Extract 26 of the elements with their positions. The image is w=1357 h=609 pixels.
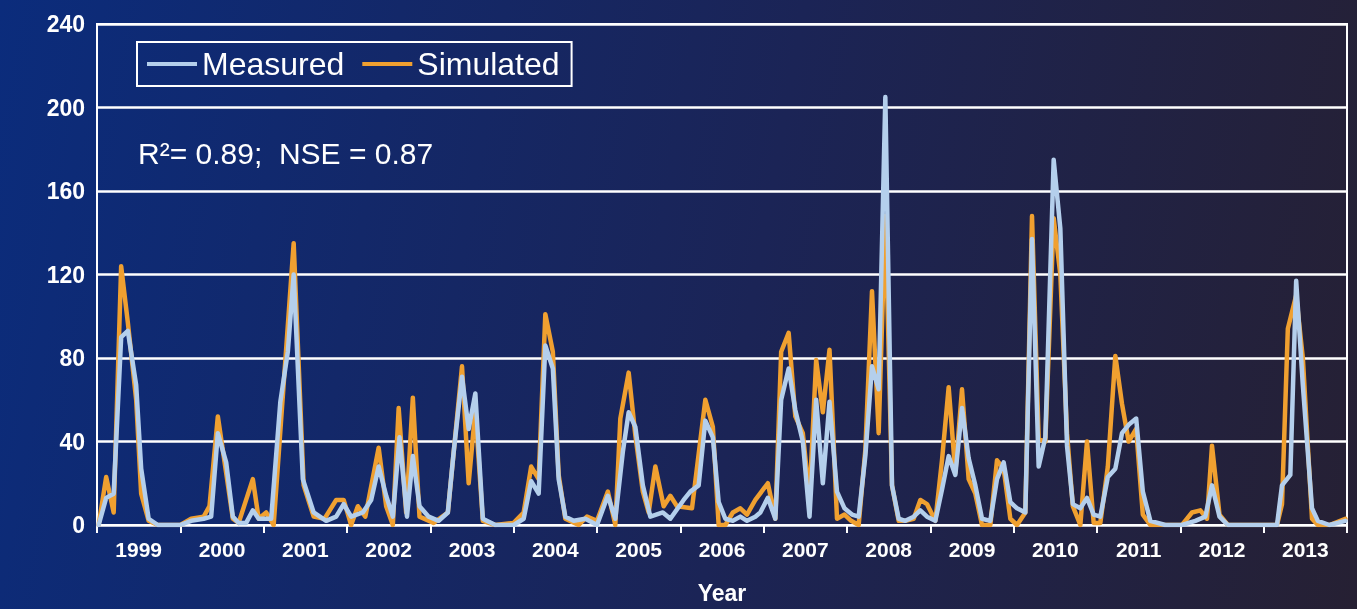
x-tick-label: 2001 [281,538,330,561]
x-tick-label: 2002 [365,538,413,561]
x-axis-title: Year [697,579,747,606]
x-tick-label: 2012 [1198,538,1246,561]
x-tick-label: 2005 [615,538,663,561]
y-tick-label: 200 [46,94,85,121]
x-tick-label: 2009 [948,538,996,561]
y-tick-label: 0 [72,512,85,538]
x-tick-label: 2011 [1115,538,1162,561]
y-tick-label: 40 [59,428,85,455]
x-tick-label: 1999 [115,538,163,561]
legend-label: Simulated [417,46,560,82]
y-tick-label: 240 [46,11,85,37]
x-tick-label: 2013 [1281,538,1329,561]
x-tick-label: 2004 [531,538,580,561]
x-tick-label: 2007 [781,538,829,561]
x-tick-label: 2003 [448,538,496,561]
x-tick-label: 2006 [698,538,746,561]
x-tick-label: 2008 [865,538,913,561]
x-tick-label: 2000 [198,538,246,561]
y-tick-label: 120 [46,261,85,288]
y-tick-label: 80 [59,345,85,371]
y-tick-label: 160 [46,178,85,204]
annotation: R²= 0.89; NSE = 0.87 [138,136,434,170]
x-tick-label: 2010 [1031,538,1079,561]
legend-label: Measured [202,46,345,82]
